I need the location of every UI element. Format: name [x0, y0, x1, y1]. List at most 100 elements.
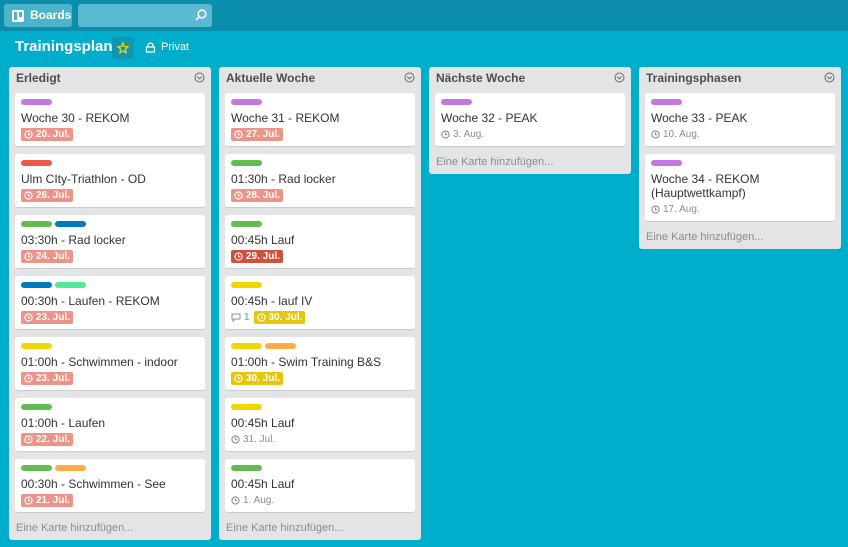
visibility-button[interactable]: Privat [145, 41, 189, 53]
list-menu-icon[interactable] [194, 72, 205, 83]
card-title: 00:45h - lauf IV [231, 294, 313, 308]
due-date: 28. Jul. [246, 189, 280, 201]
card-title: 01:30h - Rad locker [231, 172, 336, 186]
card-labels [21, 404, 199, 410]
card-labels [231, 343, 409, 349]
card[interactable]: 00:45h Lauf 31. Jul. [225, 398, 415, 452]
card-title: Woche 30 - REKOM [21, 111, 130, 125]
card-labels [21, 99, 199, 105]
card[interactable]: 01:00h - Swim Training B&S 30. Jul. [225, 337, 415, 391]
add-card[interactable]: Eine Karte hinzufügen... [16, 522, 134, 534]
card-label [651, 160, 682, 166]
card[interactable]: 00:45h - lauf IV 1 30. Jul. [225, 276, 415, 330]
due-date: 31. Jul. [243, 433, 276, 445]
card[interactable]: 00:45h Lauf 29. Jul. [225, 215, 415, 269]
card[interactable]: 00:30h - Laufen - REKOM 23. Jul. [15, 276, 205, 330]
card-title: 00:30h - Schwimmen - See [21, 477, 166, 491]
card[interactable]: Woche 33 - PEAK 10. Aug. [645, 93, 835, 147]
due-date: 27. Jul. [246, 128, 280, 140]
card-badges: 27. Jul. [231, 127, 409, 141]
list-menu-icon[interactable] [824, 72, 835, 83]
card-badges: 3. Aug. [441, 127, 619, 141]
card-title: 00:30h - Laufen - REKOM [21, 294, 160, 308]
card-label [231, 160, 262, 166]
due-badge: 22. Jul. [21, 432, 73, 446]
card[interactable]: Woche 32 - PEAK 3. Aug. [435, 93, 625, 147]
card[interactable]: 01:00h - Laufen 22. Jul. [15, 398, 205, 452]
card-title: Woche 33 - PEAK [651, 111, 748, 125]
card[interactable]: 01:00h - Schwimmen - indoor 23. Jul. [15, 337, 205, 391]
card-label [21, 99, 52, 105]
card-labels [231, 99, 409, 105]
due-date: 26. Jul. [36, 189, 70, 201]
card-title: 00:45h Lauf [231, 233, 295, 247]
card-badges: 1. Aug. [231, 493, 409, 507]
card-title: Woche 31 - REKOM [231, 111, 340, 125]
card-label [55, 282, 86, 288]
card[interactable]: 00:30h - Schwimmen - See 21. Jul. [15, 459, 205, 513]
card-title: 01:00h - Schwimmen - indoor [21, 355, 178, 369]
clock-icon [24, 190, 33, 200]
card[interactable]: 01:30h - Rad locker 28. Jul. [225, 154, 415, 208]
star-button[interactable] [112, 37, 134, 59]
card-badges: 31. Jul. [231, 432, 409, 446]
card-label [231, 343, 262, 349]
card-label [55, 221, 86, 227]
list-header: Trainingsphasen [639, 67, 841, 93]
due-date: 17. Aug. [663, 203, 700, 215]
card-badges: 20. Jul. [21, 127, 199, 141]
card-labels [21, 343, 199, 349]
due-badge: 21. Jul. [21, 493, 73, 507]
boards-icon [12, 10, 24, 22]
clock-icon [256, 312, 266, 322]
boards-button[interactable]: Boards [4, 4, 72, 27]
clock-icon [24, 373, 33, 383]
search-icon [195, 9, 207, 21]
due-badge: 24. Jul. [21, 249, 73, 263]
card-title: Woche 34 - REKOM (Hauptwettkampf) [651, 172, 760, 200]
card[interactable]: 00:45h Lauf 1. Aug. [225, 459, 415, 513]
card-label [231, 282, 262, 288]
add-card[interactable]: Eine Karte hinzufügen... [646, 231, 764, 243]
add-card[interactable]: Eine Karte hinzufügen... [226, 522, 344, 534]
clock-icon [24, 495, 33, 505]
card-badges: 24. Jul. [21, 249, 199, 263]
clock-icon [24, 434, 33, 444]
comment-count: 1 [244, 311, 250, 323]
card[interactable]: Woche 31 - REKOM 27. Jul. [225, 93, 415, 147]
card-badges: 26. Jul. [21, 188, 199, 202]
card-label [21, 221, 52, 227]
card-label [231, 465, 262, 471]
card-title: 00:45h Lauf [231, 477, 295, 491]
due-badge: 26. Jul. [21, 188, 73, 202]
card-label [21, 282, 52, 288]
search-box[interactable] [78, 4, 212, 27]
due-badge: 10. Aug. [651, 128, 700, 141]
list: Erledigt Woche 30 - REKOM 20. Jul. Ulm CIty… [9, 67, 211, 540]
due-date: 30. Jul. [268, 311, 303, 323]
card[interactable]: 03:30h - Rad locker 24. Jul. [15, 215, 205, 269]
card-labels [231, 221, 409, 227]
add-card[interactable]: Eine Karte hinzufügen... [436, 156, 554, 168]
due-date: 30. Jul. [246, 372, 280, 384]
card[interactable]: Ulm CIty-Triathlon - OD 26. Jul. [15, 154, 205, 208]
list-menu-icon[interactable] [614, 72, 625, 83]
card[interactable]: Woche 30 - REKOM 20. Jul. [15, 93, 205, 147]
list-name: Nächste Woche [436, 71, 526, 85]
card-labels [651, 160, 829, 166]
board-title[interactable]: Trainingsplan [15, 38, 113, 55]
list-menu-icon[interactable] [404, 72, 415, 83]
card-title: Woche 32 - PEAK [441, 111, 538, 125]
list: Nächste Woche Woche 32 - PEAK 3. Aug. Eine … [429, 67, 631, 174]
card-title: 03:30h - Rad locker [21, 233, 126, 247]
card-title: Ulm CIty-Triathlon - OD [21, 172, 146, 186]
star-icon [116, 41, 130, 55]
due-date: 24. Jul. [36, 250, 70, 262]
due-badge: 1. Aug. [231, 494, 274, 507]
clock-icon [24, 312, 33, 322]
card-badges: 22. Jul. [21, 432, 199, 446]
list-name: Trainingsphasen [646, 71, 742, 85]
clock-icon [234, 373, 243, 383]
card[interactable]: Woche 34 - REKOM (Hauptwettkampf) 17. Aug… [645, 154, 835, 222]
due-date: 3. Aug. [453, 128, 485, 140]
